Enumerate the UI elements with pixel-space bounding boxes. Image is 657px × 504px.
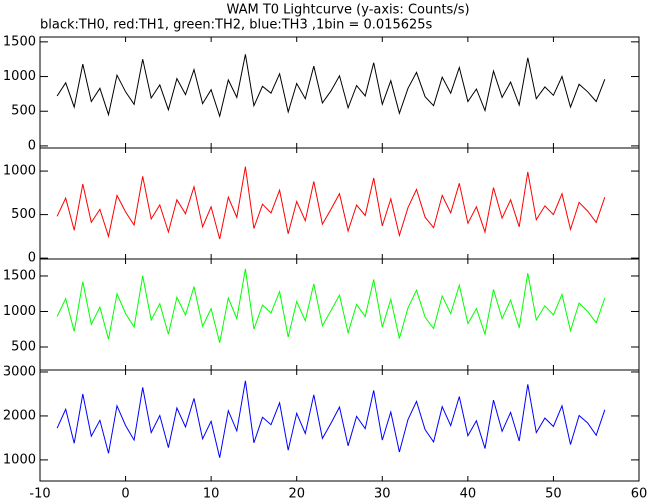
- y-tick-label: 1000: [3, 452, 36, 467]
- panel-frame: [39, 369, 640, 482]
- x-tick-label: 30: [374, 487, 391, 502]
- y-tick-label: 2000: [3, 408, 36, 423]
- series-line: [56, 166, 606, 240]
- x-tick-label: 0: [121, 487, 129, 502]
- y-tick-label: 1500: [3, 34, 36, 49]
- y-tick-label: 1500: [3, 268, 36, 283]
- y-tick-label: 0: [28, 251, 36, 266]
- y-tick-label: 500: [11, 207, 36, 222]
- y-tick-label: 3000: [3, 364, 36, 379]
- panel-frame: [39, 36, 640, 149]
- series-line: [56, 268, 606, 343]
- x-tick-label: -10: [29, 487, 50, 502]
- panel-frame: [39, 258, 640, 371]
- x-tick-label: 20: [288, 487, 305, 502]
- x-tick-label: 60: [631, 487, 648, 502]
- x-tick-label: 40: [460, 487, 477, 502]
- chart-subtitle: black:TH0, red:TH1, green:TH2, blue:TH3 …: [40, 18, 433, 33]
- x-tick-label: 50: [545, 487, 562, 502]
- y-tick-label: 1000: [3, 69, 36, 84]
- y-tick-label: 1000: [3, 304, 36, 319]
- series-line: [56, 380, 606, 458]
- series-line: [56, 54, 606, 118]
- y-tick-label: 500: [11, 339, 36, 354]
- y-tick-label: 1000: [3, 164, 36, 179]
- y-tick-label: 500: [11, 104, 36, 119]
- panel-frame: [39, 147, 640, 260]
- y-tick-label: 0: [28, 138, 36, 153]
- chart-title: WAM T0 Lightcurve (y-axis: Counts/s): [226, 3, 469, 18]
- x-tick-label: 10: [203, 487, 220, 502]
